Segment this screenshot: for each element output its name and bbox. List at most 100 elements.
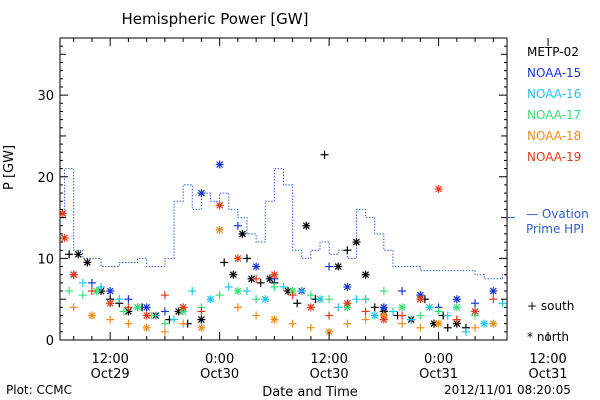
north-point <box>489 319 498 328</box>
north-point <box>58 209 67 218</box>
plot-frame <box>59 37 508 341</box>
point-stroke <box>316 295 324 303</box>
south-point <box>78 291 87 300</box>
point-stroke <box>307 303 315 311</box>
point-stroke <box>216 226 224 234</box>
north-point <box>425 303 434 312</box>
south-point <box>160 291 169 300</box>
point-stroke <box>362 271 370 279</box>
south-point <box>443 323 452 332</box>
x-tick-label-time: 0:00 <box>424 352 453 367</box>
point-stroke <box>124 308 132 315</box>
x-tick-label-time: 12:00 <box>529 352 566 367</box>
axis-ticks: 010203012:00Oct290:00Oct3012:00Oct300:00… <box>37 37 568 382</box>
point-stroke <box>334 263 342 270</box>
point-stroke <box>252 263 260 270</box>
south-point <box>252 295 261 304</box>
point-stroke <box>83 259 91 266</box>
north-point <box>215 225 224 234</box>
point-stroke <box>489 287 497 295</box>
north-marker-legend: * north <box>527 330 570 344</box>
north-point <box>343 282 352 291</box>
south-point <box>416 311 425 320</box>
point-stroke <box>435 185 443 193</box>
north-point <box>133 303 142 312</box>
north-point <box>74 250 83 259</box>
x-tick-label-date: Oct31 <box>529 367 568 382</box>
north-point <box>247 274 256 283</box>
x-axis-label: Date and Time <box>262 385 358 400</box>
point-stroke <box>106 299 114 307</box>
point-stroke <box>59 210 67 217</box>
south-point <box>379 287 388 296</box>
north-point <box>197 315 206 324</box>
north-point <box>315 295 324 304</box>
south-point <box>325 311 334 320</box>
south-point <box>361 295 370 304</box>
point-stroke <box>380 316 388 324</box>
south-point <box>288 291 297 300</box>
north-point <box>252 262 261 271</box>
north-point <box>489 287 498 296</box>
point-stroke <box>371 312 379 319</box>
point-stroke <box>61 234 68 242</box>
y-tick-label: 20 <box>37 171 54 186</box>
south-point <box>325 295 334 304</box>
south-point <box>407 315 416 324</box>
south-point <box>320 150 329 159</box>
south-point <box>306 323 315 332</box>
south-point <box>471 323 480 332</box>
point-stroke <box>302 222 310 230</box>
point-stroke <box>88 312 96 319</box>
north-point <box>370 311 379 320</box>
point-stroke <box>453 320 461 328</box>
point-stroke <box>489 320 497 328</box>
north-point <box>83 258 92 267</box>
south-point <box>398 311 407 320</box>
south-point <box>370 303 379 312</box>
x-tick-label-date: Oct30 <box>200 367 239 382</box>
legend: METP-02 NOAA-15 NOAA-16 NOAA-17 NOAA-18 … <box>527 42 581 168</box>
south-point <box>160 307 169 316</box>
x-tick-label-time: 12:00 <box>310 352 347 367</box>
point-stroke <box>197 316 205 324</box>
north-point <box>343 299 352 308</box>
south-point <box>416 323 425 332</box>
point-stroke <box>353 238 360 246</box>
south-point <box>334 303 343 312</box>
point-stroke <box>289 287 297 295</box>
south-point <box>106 315 115 324</box>
south-point <box>398 319 407 328</box>
north-point <box>302 221 311 230</box>
south-point <box>65 287 74 296</box>
south-point <box>352 295 361 304</box>
south-point <box>343 246 352 255</box>
south-point <box>293 299 302 308</box>
south-point <box>87 287 96 296</box>
plot-timestamp: 2012/11/01 08:20:05 <box>444 383 571 397</box>
north-point <box>270 315 279 324</box>
legend-item-noaa-19: NOAA-19 <box>527 150 582 164</box>
x-tick-label-date: Oct31 <box>419 367 458 382</box>
south-point <box>343 319 352 328</box>
south-point <box>233 303 242 312</box>
south-point <box>461 327 470 336</box>
south-point <box>361 307 370 316</box>
south-point <box>498 299 507 308</box>
point-stroke <box>416 295 424 303</box>
south-point <box>65 250 74 259</box>
north-point <box>471 307 480 316</box>
south-point <box>471 299 480 308</box>
point-stroke <box>270 316 278 324</box>
south-point <box>434 307 443 316</box>
north-point <box>142 311 151 320</box>
point-stroke <box>143 312 151 319</box>
legend-item-noaa-18: NOAA-18 <box>527 129 582 143</box>
legend-item-noaa-16: NOAA-16 <box>527 87 582 101</box>
north-point <box>352 238 361 247</box>
north-point <box>197 189 206 198</box>
south-point <box>124 319 133 328</box>
point-stroke <box>435 320 443 328</box>
south-point <box>443 311 452 320</box>
